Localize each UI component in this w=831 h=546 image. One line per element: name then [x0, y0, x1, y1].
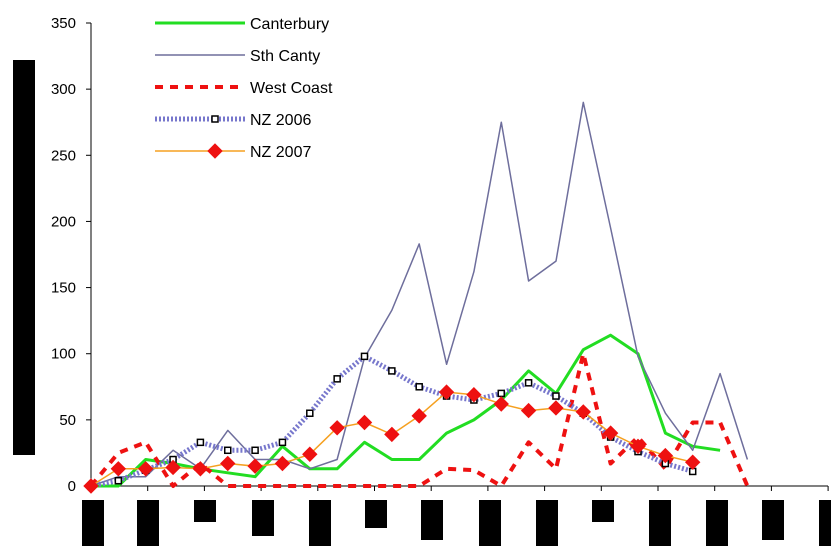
- data-point-nz-2007: [548, 400, 564, 416]
- y-tick-label: 0: [68, 478, 76, 495]
- x-redaction-block: [252, 500, 274, 536]
- data-point-nz-2007: [684, 454, 701, 470]
- data-point-nz-2007: [137, 461, 154, 477]
- x-redaction-block: [194, 500, 216, 522]
- y-tick-label: 350: [51, 15, 76, 32]
- legend-label: Sth Canty: [250, 48, 320, 65]
- legend-label: NZ 2007: [250, 144, 311, 161]
- x-redaction-block: [137, 500, 159, 546]
- x-redaction-block: [479, 500, 501, 546]
- data-point-nz-2007: [329, 420, 345, 436]
- legend-marker: [207, 143, 223, 159]
- y-tick-label: 150: [51, 280, 76, 297]
- data-point-nz-2007: [466, 387, 482, 403]
- legend-item-nz-2006: NZ 2006: [155, 112, 311, 129]
- data-point-nz-2007: [274, 455, 291, 472]
- y-tick-label: 50: [59, 412, 76, 429]
- legend-label: West Coast: [250, 80, 333, 97]
- data-point-nz-2007: [302, 446, 318, 462]
- series-layer: [83, 101, 750, 494]
- data-point-nz-2006: [278, 438, 287, 447]
- legend-label: Canterbury: [250, 16, 329, 33]
- data-point-nz-2006: [388, 367, 396, 375]
- data-point-nz-2007: [384, 426, 400, 443]
- data-point-nz-2007: [602, 425, 619, 441]
- x-redaction-block: [82, 500, 104, 546]
- y-tick-label: 200: [51, 213, 76, 230]
- data-point-nz-2007: [192, 461, 209, 477]
- data-point-nz-2007: [83, 478, 99, 494]
- x-redaction-block: [649, 500, 671, 546]
- y-tick-label: 300: [51, 81, 76, 98]
- data-point-nz-2007: [630, 438, 646, 455]
- data-point-nz-2007: [165, 459, 181, 476]
- data-point-nz-2006: [114, 476, 123, 485]
- y-tick-label: 250: [51, 147, 76, 164]
- x-redaction-block: [819, 500, 831, 546]
- redaction-bar-left: [13, 60, 35, 455]
- legend-item-west-coast: West Coast: [155, 80, 333, 97]
- legend-item-sth-canty: Sth Canty: [155, 48, 320, 65]
- data-point-nz-2007: [438, 384, 455, 400]
- data-point-nz-2006: [224, 446, 232, 455]
- x-redaction-block: [706, 500, 728, 546]
- legend-item-canterbury: Canterbury: [155, 16, 329, 33]
- data-point-nz-2006: [524, 379, 533, 387]
- x-redaction-block: [421, 500, 443, 540]
- legend-label: NZ 2006: [250, 112, 311, 129]
- x-axis-redactions: [82, 500, 831, 546]
- data-point-nz-2007: [411, 408, 427, 424]
- data-point-nz-2006: [196, 438, 205, 447]
- legend-item-nz-2007: NZ 2007: [155, 143, 311, 161]
- x-redaction-block: [592, 500, 614, 522]
- data-point-nz-2007: [247, 458, 263, 474]
- y-tick-label: 100: [51, 346, 76, 363]
- x-redaction-block: [762, 500, 784, 540]
- data-point-nz-2007: [657, 447, 674, 464]
- data-point-nz-2006: [251, 446, 259, 455]
- series-canterbury: [91, 333, 721, 488]
- data-point-nz-2007: [110, 461, 127, 477]
- series-sth-canty: [90, 101, 749, 487]
- data-point-nz-2007: [220, 455, 236, 472]
- data-point-nz-2007: [493, 396, 509, 412]
- data-point-nz-2007: [356, 414, 373, 431]
- legend: Canterbury Sth Canty West Coast NZ 2006 NZ 2…: [155, 16, 333, 161]
- data-point-nz-2006: [552, 392, 560, 400]
- series-line-sth-canty: [90, 101, 749, 487]
- data-point-nz-2006: [333, 375, 341, 383]
- series-line-canterbury: [91, 333, 721, 488]
- data-point-nz-2006: [415, 383, 423, 391]
- data-point-nz-2007: [520, 402, 537, 419]
- data-point-nz-2007: [575, 404, 592, 420]
- x-redaction-block: [309, 500, 331, 546]
- legend-marker: [211, 115, 219, 123]
- data-point-nz-2006: [497, 389, 505, 398]
- x-redaction-block: [365, 500, 387, 528]
- series-nz-2007: [83, 384, 701, 494]
- data-point-nz-2006: [360, 352, 369, 361]
- x-redaction-block: [536, 500, 558, 546]
- data-point-nz-2006: [306, 409, 314, 417]
